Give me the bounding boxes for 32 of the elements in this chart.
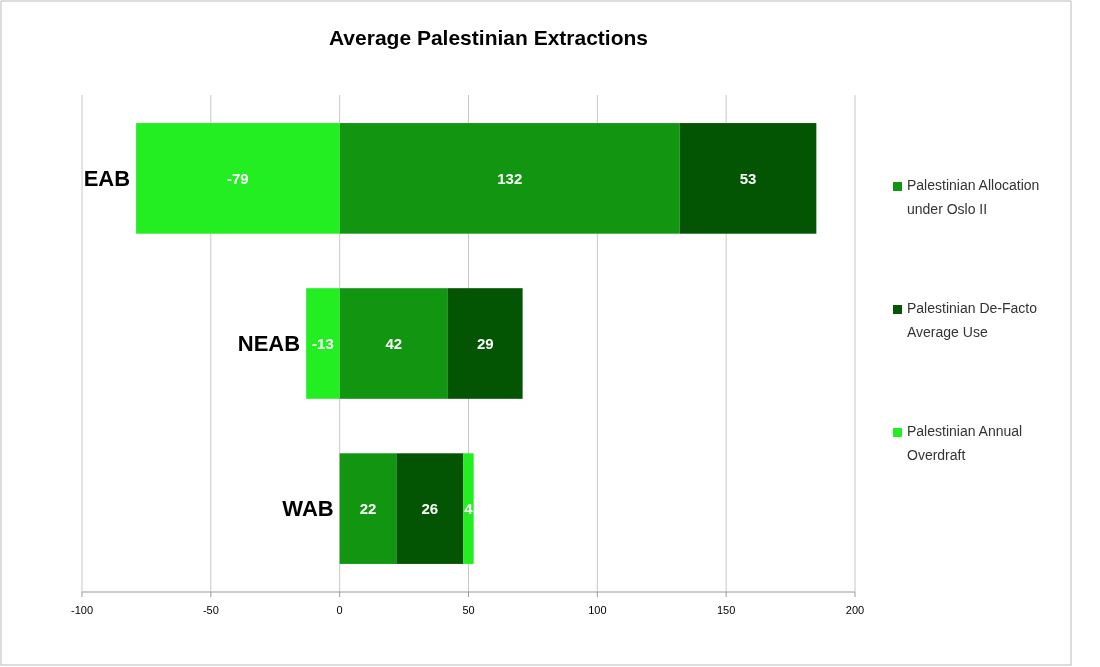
data-label: 132 [497,169,523,187]
data-label: 53 [739,169,757,187]
x-tick-label: 50 [462,604,475,616]
data-label: 22 [359,499,377,517]
data-label: 29 [476,334,494,352]
bar [136,123,340,234]
bar [339,288,448,399]
legend-label: Palestinian Allocation under Oslo II [907,177,1040,217]
x-tick-label: 150 [716,604,736,616]
x-tick-label: 100 [588,604,607,616]
y-tick-label: EAB [83,166,131,192]
y-tick-label: NEAB [237,331,301,357]
data-label: -13 [312,334,334,352]
bar [396,453,464,564]
x-tick-label: -100 [70,604,94,616]
data-label: 26 [421,499,439,517]
x-tick-label: 0 [336,604,343,616]
bar [339,123,680,234]
bar [679,123,817,234]
legend-label: Palestinian Annual Overdraft [907,423,1023,463]
x-tick-label: -50 [202,604,219,616]
data-label: 4 [464,499,474,517]
bar [339,453,397,564]
legend-label: Palestinian De-Facto Average Use [907,300,1038,340]
bar [306,288,340,399]
x-tick-label: 200 [845,604,865,616]
y-tick-label: WAB [282,496,334,522]
bar [447,288,523,399]
chart-title: Average Palestinian Extractions [328,26,649,49]
bar [463,453,474,564]
data-label: -79 [227,169,249,187]
data-label: 42 [385,334,403,352]
